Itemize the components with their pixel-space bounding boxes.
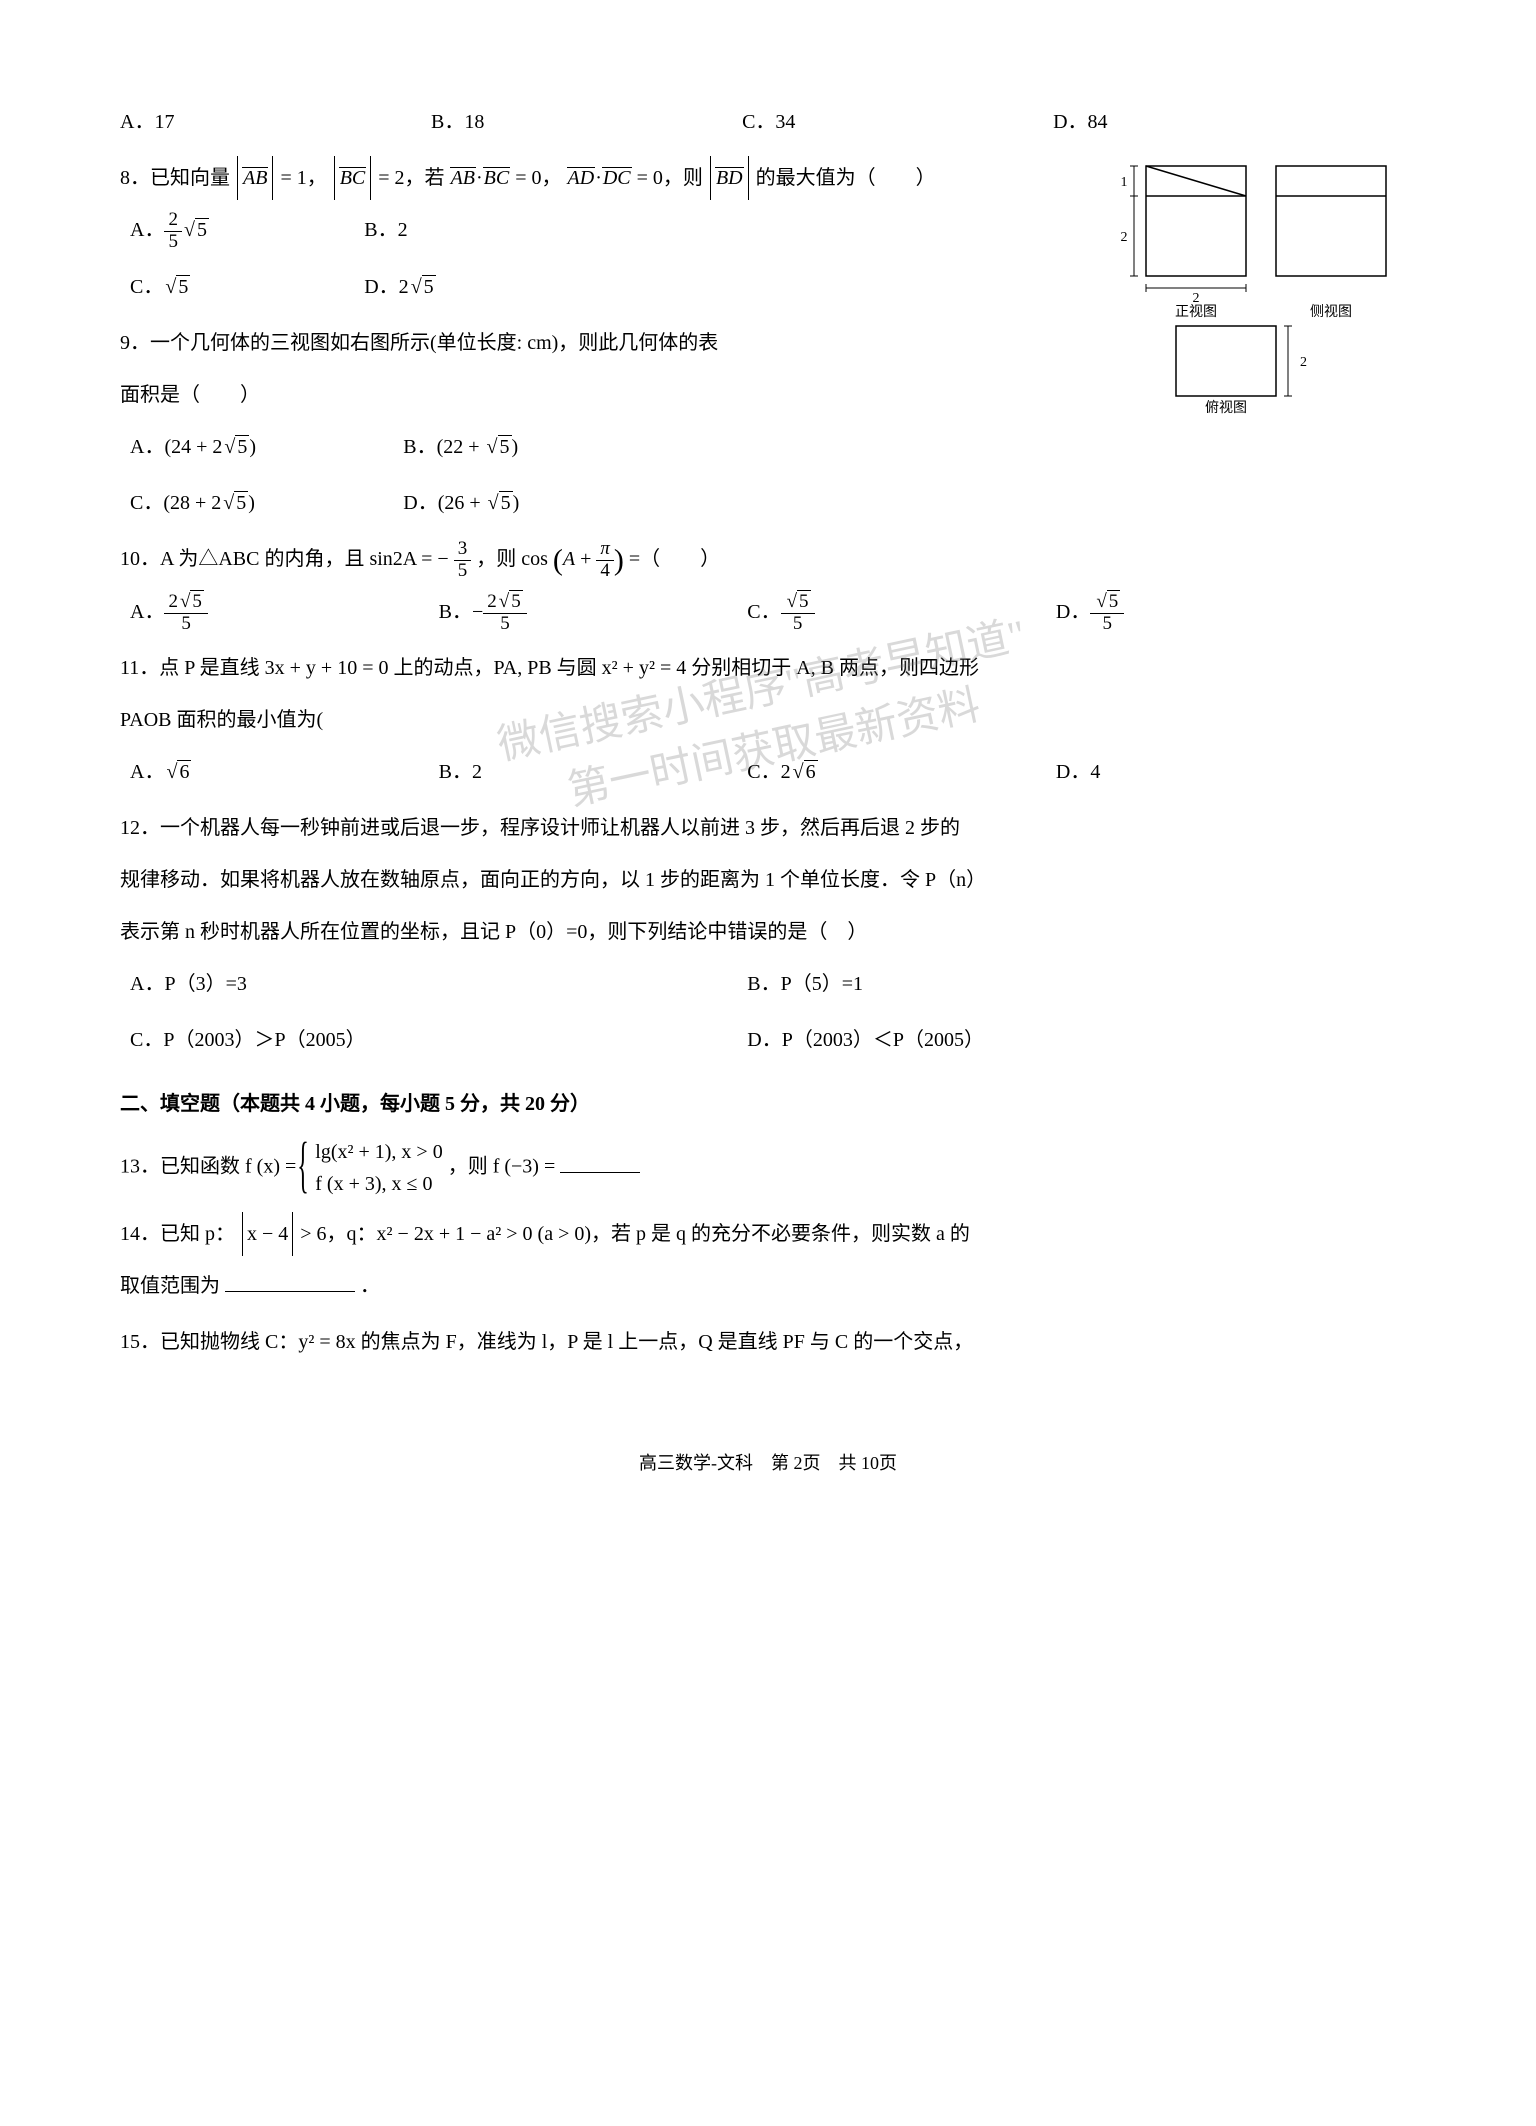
q9-opt-b: B．(22 + 5) <box>403 425 676 469</box>
q7-options: A．17 B．18 C．34 D．84 <box>120 100 1416 144</box>
q13-pre: 13．已知函数 f (x) = <box>120 1156 301 1178</box>
q10-opt-b: B．−255 <box>439 590 748 635</box>
side-label: 侧视图 <box>1310 304 1352 320</box>
q8-opt-c: C．5 <box>130 265 364 309</box>
q13-mid: ，则 f (−3) = <box>448 1156 561 1178</box>
q10-options: A．255 B．−255 C．55 D．55 <box>130 590 1416 635</box>
q8-options: A．255 B．2 <box>130 208 1106 253</box>
question-11: 微信搜索小程序"高考早知道" 第一时间获取最新资料 11．点 P 是直线 3x … <box>120 646 1416 794</box>
q8-opt-b: B．2 <box>364 208 598 253</box>
q7-opt-c: C．34 <box>742 100 1053 144</box>
q14-line1: 14．已知 p： x − 4 > 6，q：x² − 2x + 1 − a² > … <box>120 1212 1416 1256</box>
q9-options-2: C．(28 + 25) D．(26 + 5) <box>130 481 1106 525</box>
q8-post: 的最大值为（ ） <box>756 167 936 189</box>
section-2-title: 二、填空题（本题共 4 小题，每小题 5 分，共 20 分） <box>120 1082 1416 1126</box>
q11-opt-b: B．2 <box>439 750 748 794</box>
q9-opt-d: D．(26 + 5) <box>403 481 676 525</box>
q13-blank <box>560 1153 640 1173</box>
q12-l2: 规律移动．如果将机器人放在数轴原点，面向正的方向，以 1 步的距离为 1 个单位… <box>120 858 1416 902</box>
q14-blank <box>225 1272 355 1292</box>
q12-l3: 表示第 n 秒时机器人所在位置的坐标，且记 P（0）=0，则下列结论中错误的是（… <box>120 910 1416 954</box>
q10-opt-c: C．55 <box>747 590 1056 635</box>
question-10: 10．A 为△ABC 的内角，且 sin2A = − 35 ，则 cos (A … <box>120 537 1416 635</box>
q9-opt-a: A．(24 + 25) <box>130 425 403 469</box>
q10-opt-d: D．55 <box>1056 590 1365 635</box>
q11-text2: PAOB 面积的最小值为( <box>120 698 1416 742</box>
q13-case1: lg(x² + 1), x > 0 <box>315 1136 442 1168</box>
q8-ab: = 1， <box>280 167 326 189</box>
q12-opt-d: D．P（2003）＜P（2005） <box>747 1018 1364 1062</box>
q13-case2: f (x + 3), x ≤ 0 <box>315 1168 442 1200</box>
q7-opt-b: B．18 <box>431 100 742 144</box>
q9-text1: 9．一个几何体的三视图如右图所示(单位长度: cm)，则此几何体的表 <box>120 321 1106 365</box>
q12-options-2: C．P（2003）＞P（2005） D．P（2003）＜P（2005） <box>130 1018 1416 1062</box>
dim-1: 1 <box>1121 175 1128 190</box>
q7-opt-a: A．17 <box>120 100 431 144</box>
q8-text: 8．已知向量 AB = 1， BC = 2，若 AB·BC = 0， AD·DC… <box>120 156 1106 200</box>
q8-m2: = 0，则 <box>637 167 703 189</box>
q8-opt-a: A．255 <box>130 208 364 253</box>
q9-opt-c: C．(28 + 25) <box>130 481 403 525</box>
question-12: 12．一个机器人每一秒钟前进或后退一步，程序设计师让机器人以前进 3 步，然后再… <box>120 806 1416 1062</box>
q8-opt-d: D．25 <box>364 265 598 309</box>
q11-options: A．6 B．2 C．26 D．4 <box>130 750 1416 794</box>
question-15: 15．已知抛物线 C：y² = 8x 的焦点为 F，准线为 l，P 是 l 上一… <box>120 1320 1416 1364</box>
q9-options-1: A．(24 + 25) B．(22 + 5) <box>130 425 1106 469</box>
q14-line2: 取值范围为 ． <box>120 1264 1416 1308</box>
front-label: 正视图 <box>1175 304 1217 320</box>
q8-pre: 8．已知向量 <box>120 167 230 189</box>
q11-text1: 11．点 P 是直线 3x + y + 10 = 0 上的动点，PA, PB 与… <box>120 646 1416 690</box>
q12-opt-b: B．P（5）=1 <box>747 962 1364 1006</box>
question-8: 8．已知向量 AB = 1， BC = 2，若 AB·BC = 0， AD·DC… <box>120 156 1416 309</box>
question-13: 13．已知函数 f (x) = lg(x² + 1), x > 0 f (x +… <box>120 1136 1416 1200</box>
q11-opt-c: C．26 <box>747 750 1056 794</box>
page-footer: 高三数学-文科 第 2页 共 10页 <box>120 1444 1416 1484</box>
q9-text2: 面积是（ ） <box>120 373 1106 417</box>
q10-opt-a: A．255 <box>130 590 439 635</box>
q15-text: 15．已知抛物线 C：y² = 8x 的焦点为 F，准线为 l，P 是 l 上一… <box>120 1320 1416 1364</box>
q8-m1: = 0， <box>515 167 561 189</box>
q12-opt-a: A．P（3）=3 <box>130 962 747 1006</box>
q12-l1: 12．一个机器人每一秒钟前进或后退一步，程序设计师让机器人以前进 3 步，然后再… <box>120 806 1416 850</box>
q10-text: 10．A 为△ABC 的内角，且 sin2A = − 35 ，则 cos (A … <box>120 537 1416 582</box>
question-14: 14．已知 p： x − 4 > 6，q：x² − 2x + 1 − a² > … <box>120 1212 1416 1308</box>
q12-opt-c: C．P（2003）＞P（2005） <box>130 1018 747 1062</box>
dim-2a: 2 <box>1121 230 1128 245</box>
q13-cases: lg(x² + 1), x > 0 f (x + 3), x ≤ 0 <box>301 1136 442 1200</box>
dim-2b: 2 <box>1193 291 1200 306</box>
q8-bc: = 2，若 <box>378 167 444 189</box>
q12-options-1: A．P（3）=3 B．P（5）=1 <box>130 962 1416 1006</box>
q7-opt-d: D．84 <box>1053 100 1364 144</box>
question-9: 9．一个几何体的三视图如右图所示(单位长度: cm)，则此几何体的表 面积是（ … <box>120 321 1416 525</box>
q14-abs: x − 4 <box>242 1212 293 1256</box>
q8-options-2: C．5 D．25 <box>130 265 1106 309</box>
q11-opt-a: A．6 <box>130 750 439 794</box>
q11-opt-d: D．4 <box>1056 750 1365 794</box>
